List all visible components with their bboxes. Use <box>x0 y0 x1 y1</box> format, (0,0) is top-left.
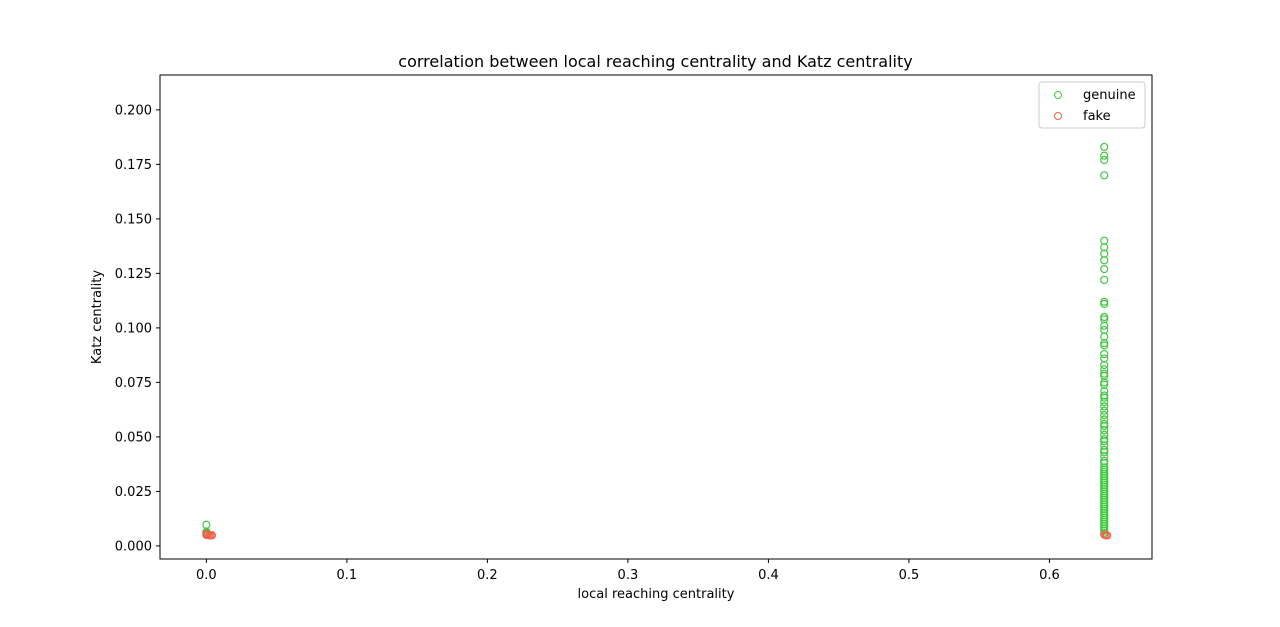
point-genuine-35 <box>1100 402 1109 411</box>
legend-label-genuine: genuine <box>1083 88 1136 103</box>
y-tick-label: 0.075 <box>115 376 152 391</box>
legend: genuine fake <box>1038 81 1146 129</box>
y-tick-label: 0.050 <box>115 430 152 445</box>
point-genuine-16 <box>1100 312 1109 322</box>
point-genuine-21 <box>1100 339 1109 348</box>
point-genuine-14 <box>1100 297 1109 306</box>
y-tick-label: 0.175 <box>115 158 152 173</box>
point-genuine-13 <box>1100 275 1109 285</box>
legend-marker-genuine <box>1054 91 1062 99</box>
y-axis-ticks: 0.000 0.025 0.050 0.075 0.100 0.125 0.150 0.175… <box>115 103 160 554</box>
point-genuine-34 <box>1100 397 1109 407</box>
point-genuine-40 <box>1100 421 1109 431</box>
point-genuine-7 <box>1100 171 1109 180</box>
data-points <box>202 142 1112 540</box>
point-fake-5 <box>207 531 217 540</box>
point-genuine-37 <box>1100 411 1109 420</box>
point-genuine-23 <box>1100 349 1109 359</box>
y-tick-label: 0.000 <box>115 539 152 554</box>
x-tick-label: 0.3 <box>618 568 639 583</box>
x-axis-label: local reaching centrality <box>578 587 735 602</box>
point-genuine-29 <box>1100 378 1109 387</box>
point-genuine-22 <box>1100 341 1109 350</box>
legend-label-fake: fake <box>1083 109 1111 124</box>
x-axis-ticks: 0.0 0.1 0.2 0.3 0.4 0.5 0.6 <box>196 559 1060 583</box>
x-tick-label: 0.0 <box>196 568 217 583</box>
x-tick-label: 0.5 <box>899 568 920 583</box>
point-genuine-5 <box>1100 151 1109 160</box>
y-tick-label: 0.200 <box>115 103 152 118</box>
x-tick-label: 0.4 <box>758 568 779 583</box>
y-tick-label: 0.100 <box>115 321 152 336</box>
point-genuine-15 <box>1100 299 1109 309</box>
plot-frame <box>159 74 1153 560</box>
point-genuine-25 <box>1100 360 1109 370</box>
point-genuine-4 <box>1100 142 1109 152</box>
point-genuine-11 <box>1100 256 1109 265</box>
y-tick-label: 0.025 <box>115 485 152 500</box>
point-fake-8 <box>1102 531 1112 540</box>
point-genuine-6 <box>1100 155 1109 165</box>
x-tick-label: 0.2 <box>477 568 498 583</box>
y-tick-label: 0.150 <box>115 212 152 227</box>
point-genuine-47 <box>1100 448 1109 457</box>
point-genuine-27 <box>1100 369 1109 378</box>
point-genuine-33 <box>1100 393 1109 402</box>
chart-title: correlation between local reaching centr… <box>398 52 912 71</box>
point-genuine-41 <box>1100 426 1109 435</box>
point-genuine-12 <box>1100 264 1109 274</box>
legend-marker-fake <box>1054 112 1062 120</box>
point-genuine-44 <box>1100 437 1109 446</box>
x-tick-label: 0.1 <box>337 568 358 583</box>
x-tick-label: 0.6 <box>1039 568 1060 583</box>
point-genuine-18 <box>1100 321 1109 330</box>
y-axis-label: Katz centrality <box>90 270 105 364</box>
point-genuine-36 <box>1100 406 1109 415</box>
legend-box <box>1038 81 1146 129</box>
y-tick-label: 0.125 <box>115 267 152 282</box>
